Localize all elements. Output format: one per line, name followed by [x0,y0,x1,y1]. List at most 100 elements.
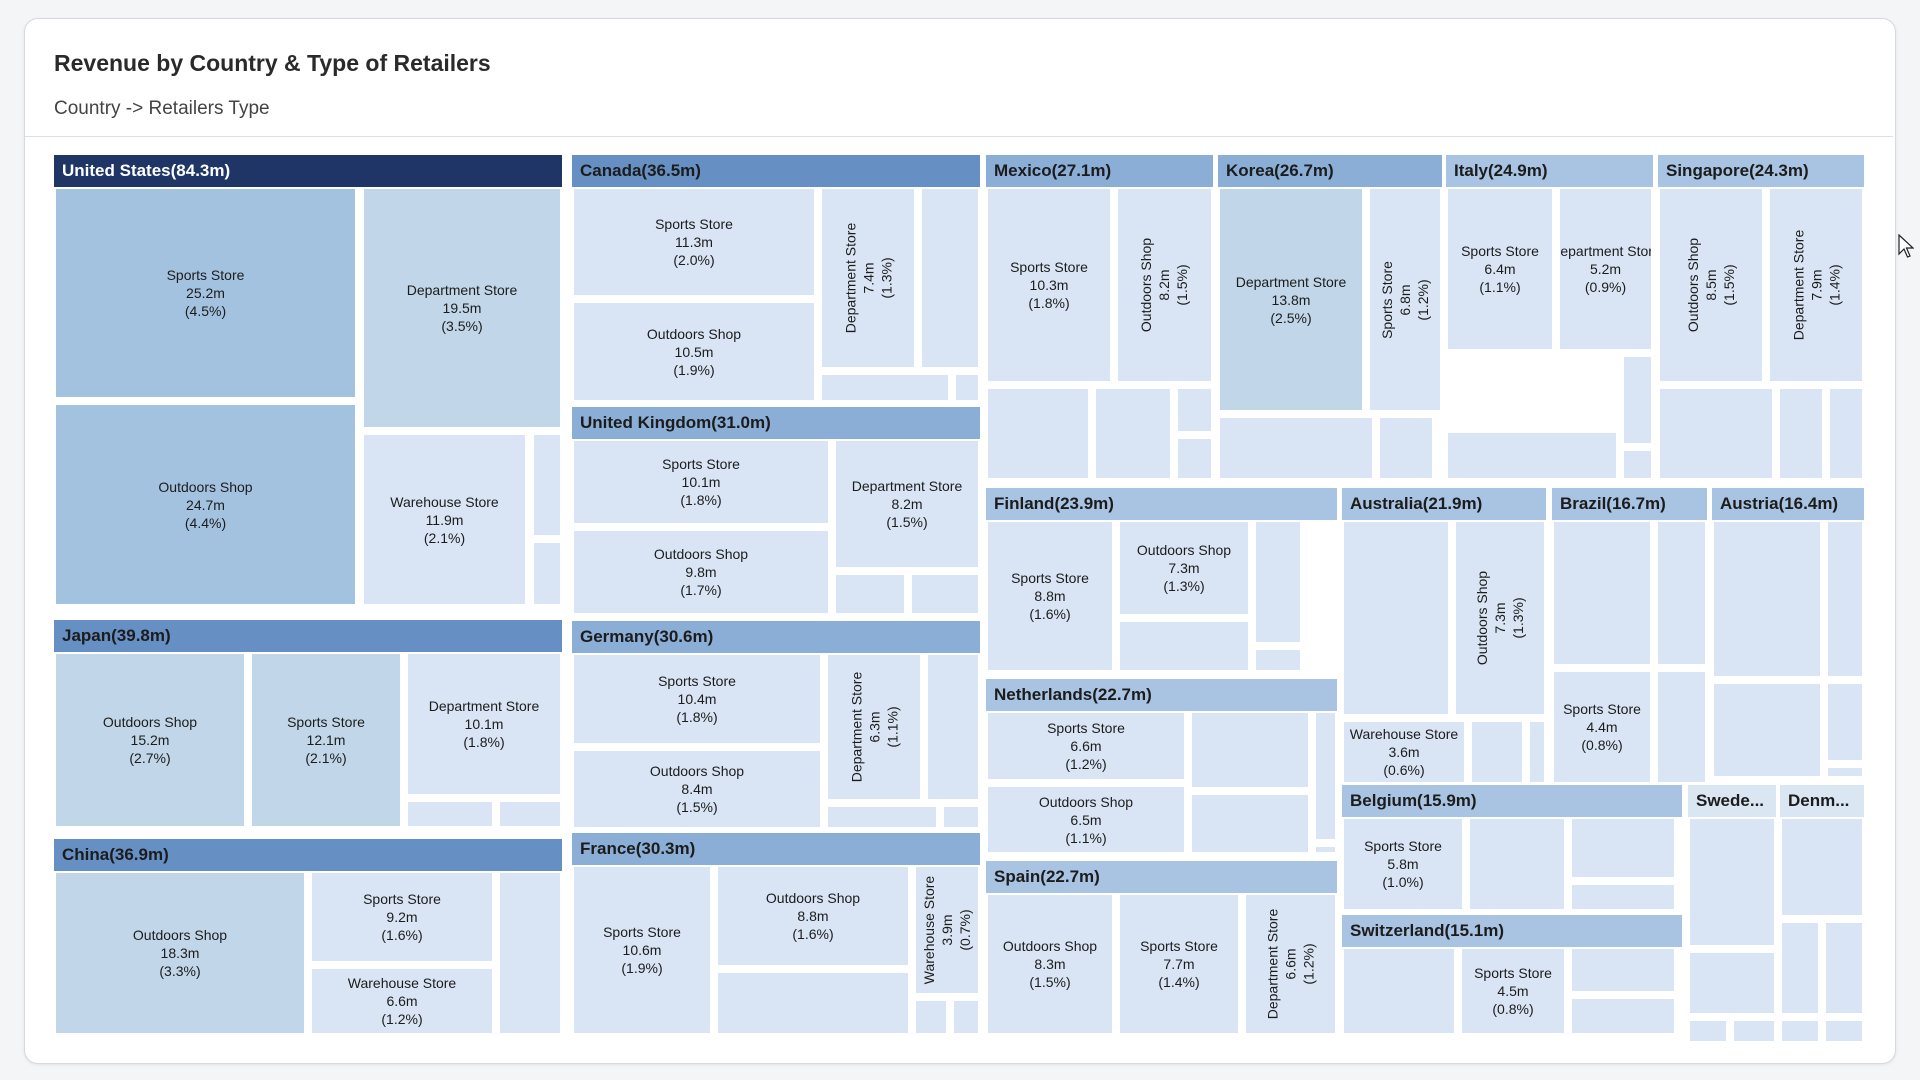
treemap-tile-sports-store[interactable]: Sports Store 10.3m (1.8%) [986,187,1112,383]
treemap-tile-unlabeled[interactable] [926,653,980,801]
treemap-tile-unlabeled[interactable] [1656,670,1707,784]
treemap-tile-department-store[interactable]: Department Store 7.4m (1.3%) [820,187,916,369]
treemap-tile-unlabeled[interactable] [1190,793,1310,854]
treemap-tile-outdoors-shop[interactable]: Outdoors Shop 8.2m (1.5%) [1116,187,1213,383]
treemap-tile-unlabeled[interactable] [1656,520,1707,666]
treemap-tile-department-store[interactable]: Department Store 13.8m (2.5%) [1218,187,1364,412]
group-united-states[interactable]: United States(84.3m) Sports Store 25.2m (4.… [54,155,562,606]
treemap-tile-outdoors-shop[interactable]: Outdoors Shop 18.3m (3.3%) [54,871,306,1035]
treemap-tile-department-store[interactable]: Department Store 6.3m (1.1%) [826,653,922,801]
treemap-tile-unlabeled[interactable] [1622,449,1653,480]
treemap-tile-unlabeled[interactable] [1778,387,1824,480]
treemap-tile-sports-store[interactable]: Sports Store 6.8m (1.2%) [1368,187,1442,412]
treemap-tile-outdoors-shop[interactable]: Outdoors Shop 8.5m (1.5%) [1658,187,1764,383]
treemap-tile-unlabeled[interactable] [1190,711,1310,789]
treemap-tile-unlabeled[interactable] [532,541,562,606]
group-spain[interactable]: Spain(22.7m) Outdoors Shop 8.3m (1.5%) Sport… [986,861,1337,1035]
treemap-tile-unlabeled[interactable] [1342,947,1456,1035]
treemap-tile-unlabeled[interactable] [1094,387,1172,480]
treemap-tile-unlabeled[interactable] [716,971,910,1035]
treemap-tile-outdoors-shop[interactable]: Outdoors Shop 8.8m (1.6%) [716,865,910,967]
group-japan[interactable]: Japan(39.8m) Outdoors Shop 15.2m (2.7%) Spor… [54,620,562,828]
treemap-tile-department-store[interactable]: Department Store 8.2m (1.5%) [834,439,980,569]
treemap-tile-unlabeled[interactable] [1570,817,1676,879]
group-singapore[interactable]: Singapore(24.3m) Outdoors Shop 8.5m (1.5%) D… [1658,155,1864,480]
group-italy[interactable]: Italy(24.9m) Sports Store 6.4m (1.1%) Depart… [1446,155,1653,480]
treemap-tile-unlabeled[interactable] [1658,387,1774,480]
treemap-tile-unlabeled[interactable] [1780,817,1864,917]
treemap-tile-department-store[interactable]: Department Store 7.9m (1.4%) [1768,187,1864,383]
treemap-tile-unlabeled[interactable] [1528,720,1546,784]
treemap-tile-unlabeled[interactable] [1824,921,1864,1015]
treemap-tile-outdoors-shop[interactable]: Outdoors Shop 24.7m (4.4%) [54,403,357,606]
treemap-tile-unlabeled[interactable] [1780,921,1820,1015]
treemap-tile-unlabeled[interactable] [920,187,980,369]
treemap-tile-unlabeled[interactable] [1118,620,1250,672]
treemap-tile-warehouse-store[interactable]: Warehouse Store 3.6m (0.6%) [1342,720,1466,784]
treemap-tile-department-store[interactable]: Department Store 10.1m (1.8%) [406,652,562,796]
treemap-tile-unlabeled[interactable] [954,373,980,402]
group-austria[interactable]: Austria(16.4m) [1712,488,1864,778]
treemap-tile-unlabeled[interactable] [1826,682,1864,762]
group-mexico[interactable]: Mexico(27.1m) Sports Store 10.3m (1.8%) Outd… [986,155,1213,480]
group-china[interactable]: China(36.9m) Outdoors Shop 18.3m (3.3%) Spor… [54,839,562,1035]
treemap-tile-sports-store[interactable]: Sports Store 4.5m (0.8%) [1460,947,1566,1035]
treemap-tile-department-store[interactable]: Department Store 19.5m (3.5%) [362,187,562,429]
treemap-tile-outdoors-shop[interactable]: Outdoors Shop 7.3m (1.3%) [1454,520,1546,716]
treemap-tile-sports-store[interactable]: Sports Store 10.6m (1.9%) [572,865,712,1035]
treemap-tile-unlabeled[interactable] [986,387,1090,480]
treemap-tile-department-store[interactable]: Department Store 6.6m (1.2%) [1244,893,1337,1035]
treemap-tile-warehouse-store[interactable]: Warehouse Store 6.6m (1.2%) [310,967,494,1035]
treemap-tile-outdoors-shop[interactable]: Outdoors Shop 8.4m (1.5%) [572,749,822,829]
group-switzerland[interactable]: Switzerland(15.1m) Sports Store 4.5m (0.8%) [1342,915,1684,1035]
treemap-tile-unlabeled[interactable] [1570,947,1676,993]
treemap-tile-unlabeled[interactable] [1254,520,1302,644]
treemap-tile-unlabeled[interactable] [1446,431,1618,480]
treemap-tile-unlabeled[interactable] [498,800,562,828]
treemap-tile-department-store[interactable]: Department Store 5.2m (0.9%) [1558,187,1653,351]
treemap-tile-unlabeled[interactable] [1824,1019,1864,1043]
group-brazil[interactable]: Brazil(16.7m) Sports Store 4.4m (0.8%) [1552,488,1707,784]
treemap-tile-unlabeled[interactable] [1552,520,1652,666]
treemap-tile-outdoors-shop[interactable]: Outdoors Shop 7.3m (1.3%) [1118,520,1250,616]
treemap-tile-unlabeled[interactable] [1570,997,1676,1035]
treemap-tile-unlabeled[interactable] [1254,648,1302,672]
treemap-tile-unlabeled[interactable] [1314,845,1337,854]
treemap-tile-unlabeled[interactable] [1688,951,1776,1015]
treemap-tile-outdoors-shop[interactable]: Outdoors Shop 15.2m (2.7%) [54,652,246,828]
treemap-tile-sports-store[interactable]: Sports Store 7.7m (1.4%) [1118,893,1240,1035]
treemap-tile-unlabeled[interactable] [820,373,950,402]
treemap-tile-unlabeled[interactable] [532,433,562,537]
treemap-tile-sports-store[interactable]: Sports Store 25.2m (4.5%) [54,187,357,399]
treemap-tile-sports-store[interactable]: Sports Store 6.6m (1.2%) [986,711,1186,781]
group-netherlands[interactable]: Netherlands(22.7m) Sports Store 6.6m (1.2%)… [986,679,1337,854]
treemap-tile-sports-store[interactable]: Sports Store 10.1m (1.8%) [572,439,830,525]
treemap-tile-warehouse-store[interactable]: Warehouse Store 11.9m (2.1%) [362,433,527,606]
treemap-tile-unlabeled[interactable] [1688,1019,1728,1043]
treemap-tile-sports-store[interactable]: Sports Store 6.4m (1.1%) [1446,187,1554,351]
group-united-kingdom[interactable]: United Kingdom(31.0m) Sports Store 10.1m (1… [572,407,980,615]
treemap-tile-unlabeled[interactable] [498,871,562,1035]
treemap-tile-unlabeled[interactable] [1712,682,1822,778]
group-swede[interactable]: Swede... [1688,785,1776,1043]
treemap-tile-unlabeled[interactable] [1828,387,1864,480]
treemap-tile-unlabeled[interactable] [1688,817,1776,947]
treemap-tile-unlabeled[interactable] [1732,1019,1776,1043]
treemap-tile-unlabeled[interactable] [834,573,906,615]
treemap-tile-sports-store[interactable]: Sports Store 12.1m (2.1%) [250,652,402,828]
treemap-tile-unlabeled[interactable] [826,805,938,829]
treemap-tile-unlabeled[interactable] [952,999,980,1035]
treemap-tile-unlabeled[interactable] [1680,817,1684,911]
treemap-tile-unlabeled[interactable] [1218,416,1374,480]
treemap-tile-sports-store[interactable]: Sports Store 10.4m (1.8%) [572,653,822,745]
treemap-tile-unlabeled[interactable] [1622,355,1653,445]
treemap-tile-sports-store[interactable]: Sports Store 4.4m (0.8%) [1552,670,1652,784]
group-belgium[interactable]: Belgium(15.9m) Sports Store 5.8m (1.0%) [1342,785,1684,911]
treemap-tile-sports-store[interactable]: Sports Store 9.2m (1.6%) [310,871,494,963]
treemap-tile-outdoors-shop[interactable]: Outdoors Shop 6.5m (1.1%) [986,785,1186,854]
treemap-tile-unlabeled[interactable] [1438,416,1442,480]
group-australia[interactable]: Australia(21.9m) Outdoors Shop 7.3m (1.3%) W… [1342,488,1546,784]
treemap-tile-sports-store[interactable]: Sports Store 5.8m (1.0%) [1342,817,1464,911]
treemap-tile-unlabeled[interactable] [1712,520,1822,678]
group-korea[interactable]: Korea(26.7m) Department Store 13.8m (2.5%) S… [1218,155,1442,480]
